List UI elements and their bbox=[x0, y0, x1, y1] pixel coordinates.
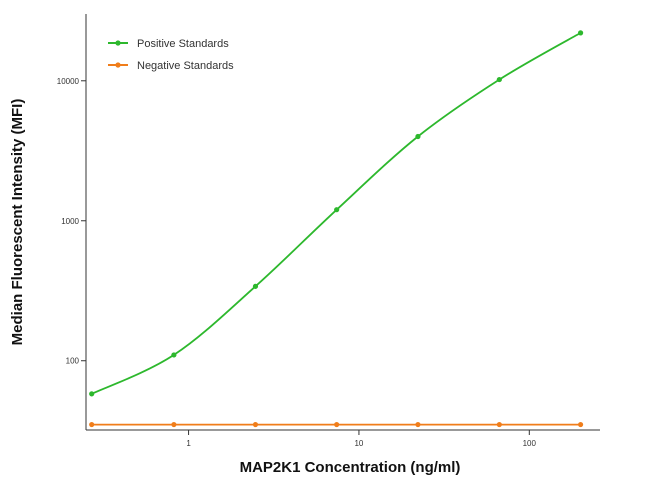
x-tick-label: 1 bbox=[186, 439, 191, 448]
data-point bbox=[415, 421, 421, 428]
y-axis-title: Median Fluorescent Intensity (MFI) bbox=[9, 99, 26, 346]
data-point bbox=[577, 30, 584, 36]
data-point bbox=[496, 76, 502, 83]
legend-swatch-marker bbox=[115, 40, 121, 46]
data-point bbox=[334, 421, 340, 428]
x-tick-label: 100 bbox=[523, 439, 537, 448]
data-point bbox=[252, 283, 259, 289]
series-layer bbox=[89, 30, 584, 428]
data-point bbox=[415, 133, 421, 140]
x-axis-title: MAP2K1 Concentration (ng/ml) bbox=[240, 459, 461, 476]
data-point bbox=[252, 421, 259, 428]
data-point bbox=[171, 352, 177, 358]
legend-label: Positive Standards bbox=[137, 38, 229, 50]
y-tick-label: 1000 bbox=[61, 217, 79, 226]
legend-swatch-marker bbox=[115, 62, 121, 68]
data-point bbox=[89, 421, 95, 428]
data-point bbox=[334, 207, 340, 213]
y-tick-label: 100 bbox=[66, 357, 80, 366]
data-point bbox=[171, 421, 177, 428]
axes bbox=[85, 14, 600, 431]
legend-label: Negative Standards bbox=[137, 60, 234, 72]
legend: Positive Standards Negative Standards bbox=[108, 38, 234, 72]
y-tick-label: 10000 bbox=[57, 77, 80, 86]
series-line bbox=[91, 32, 582, 395]
series-positive-standards bbox=[89, 30, 584, 397]
data-point bbox=[577, 421, 584, 428]
x-tick-label: 10 bbox=[354, 439, 363, 448]
data-point bbox=[89, 391, 95, 397]
data-point bbox=[496, 421, 502, 428]
series-negative-standards bbox=[89, 421, 584, 428]
ticks: 1 10 100 100 1000 10000 bbox=[57, 77, 537, 448]
